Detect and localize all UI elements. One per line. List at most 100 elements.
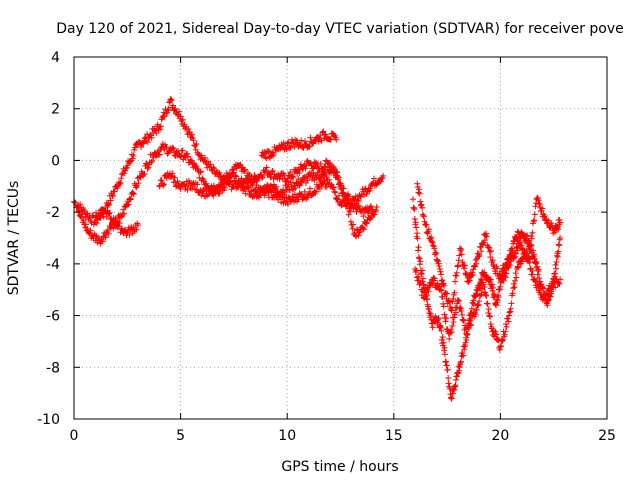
data-point — [93, 220, 100, 227]
data-point — [498, 343, 505, 350]
data-point — [304, 194, 311, 201]
data-point — [448, 307, 455, 314]
data-point — [492, 328, 499, 335]
data-point — [458, 307, 465, 314]
data-point — [453, 269, 460, 276]
data-point — [487, 254, 494, 261]
data-point — [412, 266, 419, 273]
data-point — [302, 165, 309, 172]
data-point — [531, 217, 538, 224]
data-point — [520, 246, 527, 253]
data-point — [448, 395, 455, 402]
data-point — [555, 248, 562, 255]
data-point — [505, 264, 512, 271]
data-point — [506, 309, 513, 316]
data-point — [366, 216, 373, 223]
data-point — [349, 225, 356, 232]
data-point — [120, 206, 127, 213]
data-point — [160, 182, 167, 189]
data-point — [326, 176, 333, 183]
data-point — [360, 213, 367, 220]
data-point — [469, 271, 476, 278]
data-point — [335, 174, 342, 181]
data-point — [556, 280, 563, 287]
data-point — [430, 242, 437, 249]
axis-ticks — [73, 56, 608, 420]
data-point — [417, 280, 424, 287]
data-point — [503, 270, 510, 277]
data-point — [215, 190, 222, 197]
data-point — [518, 242, 525, 249]
data-point — [496, 270, 503, 277]
data-point — [512, 250, 519, 257]
data-point — [377, 178, 384, 185]
data-point — [207, 161, 214, 168]
data-point — [373, 203, 380, 210]
data-point — [165, 105, 172, 112]
data-point — [414, 230, 421, 237]
data-point — [465, 325, 472, 332]
data-point — [499, 338, 506, 345]
data-point — [102, 234, 109, 241]
data-point — [455, 262, 462, 269]
data-point — [116, 220, 123, 227]
data-point — [199, 190, 206, 197]
data-point — [443, 315, 450, 322]
y-tick-label: -8 — [46, 360, 60, 376]
data-point — [337, 180, 344, 187]
y-tick-label: 0 — [51, 153, 60, 169]
data-point — [506, 262, 513, 269]
data-point — [298, 137, 305, 144]
data-point — [356, 228, 363, 235]
data-point — [210, 192, 217, 199]
data-point — [125, 201, 132, 208]
data-point — [451, 314, 458, 321]
data-point — [473, 260, 480, 267]
data-point — [134, 222, 141, 229]
data-point — [259, 173, 266, 180]
data-point — [287, 144, 294, 151]
data-point — [505, 312, 512, 319]
data-point — [221, 184, 228, 191]
data-point — [534, 271, 541, 278]
y-tick-label: -10 — [37, 412, 60, 428]
data-point — [455, 257, 462, 264]
data-point — [329, 184, 336, 191]
x-tick-label: 5 — [176, 428, 185, 444]
data-point — [483, 230, 490, 237]
data-point — [372, 207, 379, 214]
data-point — [127, 196, 134, 203]
data-point — [527, 241, 534, 248]
data-point — [439, 334, 446, 341]
data-point — [447, 305, 454, 312]
data-point — [334, 169, 341, 176]
data-point — [144, 139, 151, 146]
y-tick-label: -4 — [46, 257, 60, 273]
data-point — [466, 277, 473, 284]
data-point — [432, 249, 439, 256]
data-point — [507, 308, 514, 315]
x-axis-label: GPS time / hours — [281, 459, 398, 475]
data-point — [157, 123, 164, 130]
data-point — [481, 237, 488, 244]
data-point — [416, 255, 423, 262]
data-point — [512, 270, 519, 277]
data-point — [299, 178, 306, 185]
data-point — [411, 215, 418, 222]
x-tick-label: 0 — [70, 428, 79, 444]
data-point — [169, 144, 176, 151]
data-point — [360, 226, 367, 233]
data-point — [486, 244, 493, 251]
data-point — [184, 153, 191, 160]
data-point — [360, 225, 367, 232]
data-point — [171, 174, 178, 181]
data-point — [552, 284, 559, 291]
data-point — [409, 196, 416, 203]
y-tick-label: 2 — [51, 102, 60, 118]
data-point — [105, 230, 112, 237]
data-point — [433, 250, 440, 257]
data-point — [211, 165, 218, 172]
data-point — [441, 282, 448, 289]
data-point — [322, 131, 329, 138]
data-point — [111, 188, 118, 195]
